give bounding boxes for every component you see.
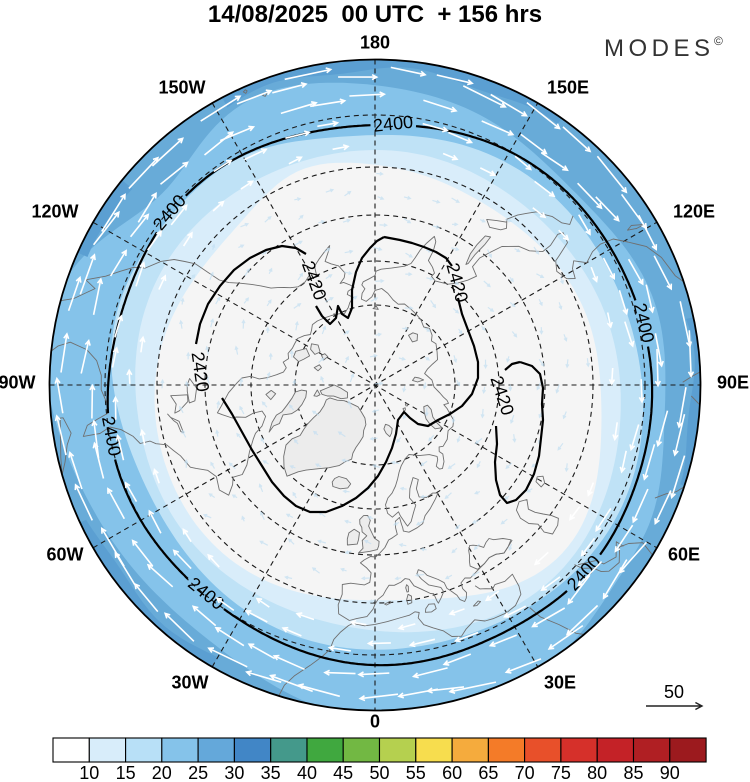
svg-text:50: 50 [664,682,684,702]
svg-text:2400: 2400 [372,112,414,136]
svg-text:30W: 30W [171,673,208,693]
svg-text:©: © [714,34,723,48]
svg-text:45: 45 [333,763,353,782]
svg-text:90W: 90W [0,373,36,393]
svg-text:90E: 90E [717,373,749,393]
svg-text:150W: 150W [158,78,205,98]
svg-text:85: 85 [623,763,643,782]
svg-text:180: 180 [360,33,390,53]
svg-text:14/08/2025 00 UTC + 156 hrs: 14/08/2025 00 UTC + 156 hrs [208,1,542,28]
svg-text:75: 75 [551,763,571,782]
svg-text:40: 40 [297,763,317,782]
svg-text:60W: 60W [46,545,83,565]
svg-text:30E: 30E [544,673,576,693]
svg-text:25: 25 [188,763,208,782]
svg-text:30: 30 [224,763,244,782]
svg-text:65: 65 [478,763,498,782]
svg-text:120W: 120W [31,202,78,222]
svg-text:50: 50 [369,763,389,782]
svg-text:MODES: MODES [604,35,715,62]
svg-text:70: 70 [515,763,535,782]
svg-text:120E: 120E [673,202,715,222]
svg-text:15: 15 [116,763,136,782]
svg-text:35: 35 [261,763,281,782]
svg-text:60E: 60E [668,545,700,565]
svg-text:55: 55 [406,763,426,782]
svg-text:0: 0 [370,712,380,732]
svg-text:150E: 150E [547,78,589,98]
svg-text:60: 60 [442,763,462,782]
svg-text:10: 10 [79,763,99,782]
svg-text:20: 20 [152,763,172,782]
svg-text:90: 90 [660,763,680,782]
svg-text:80: 80 [587,763,607,782]
